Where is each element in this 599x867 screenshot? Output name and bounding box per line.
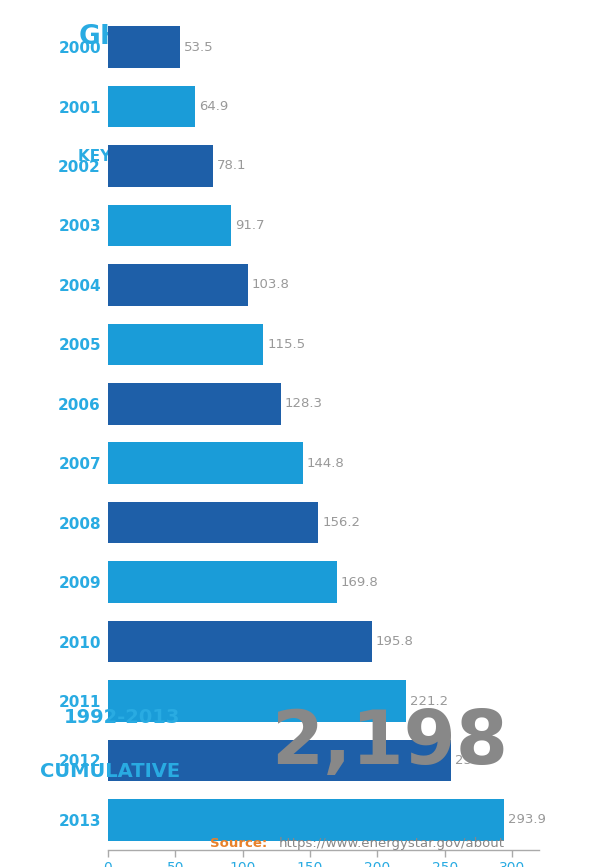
Bar: [108, 145, 213, 186]
Text: 144.8: 144.8: [307, 457, 345, 470]
Text: GHGS ADDRESSED: CO$_2$: GHGS ADDRESSED: CO$_2$: [144, 76, 455, 102]
Bar: [108, 26, 180, 68]
Text: 195.8: 195.8: [376, 636, 414, 648]
Bar: [108, 383, 281, 425]
Bar: [108, 681, 406, 722]
Text: 128.3: 128.3: [285, 397, 323, 410]
Bar: [108, 86, 195, 127]
Text: 156.2: 156.2: [322, 516, 361, 529]
Text: KEY SECTORS:: KEY SECTORS:: [78, 149, 201, 164]
Text: 115.5: 115.5: [268, 338, 305, 351]
Bar: [108, 264, 248, 306]
Text: Source:: Source:: [210, 837, 267, 850]
Text: 103.8: 103.8: [252, 278, 290, 291]
Text: 78.1: 78.1: [217, 160, 247, 173]
Bar: [108, 442, 303, 484]
Text: 2,198: 2,198: [271, 707, 508, 779]
Text: 1992-2013: 1992-2013: [63, 708, 180, 727]
Text: https://www.energystar.gov/about: https://www.energystar.gov/about: [279, 837, 504, 850]
Bar: [108, 621, 372, 662]
Bar: [108, 799, 504, 841]
Text: 53.5: 53.5: [184, 41, 214, 54]
Text: CUMULATIVE: CUMULATIVE: [40, 762, 180, 781]
Bar: [108, 205, 231, 246]
Text: 254.7: 254.7: [455, 754, 493, 767]
Text: 169.8: 169.8: [341, 576, 379, 589]
Text: 64.9: 64.9: [199, 100, 229, 113]
Bar: [108, 561, 337, 603]
Bar: [108, 323, 264, 365]
Text: Residential, Commercial, Industrial.: Residential, Commercial, Industrial.: [237, 149, 509, 164]
Bar: [108, 740, 451, 781]
Text: 91.7: 91.7: [235, 219, 265, 231]
Text: 293.9: 293.9: [508, 813, 546, 826]
Bar: [108, 502, 318, 544]
Text: GHG REDUCTIONS (MMTCO$_2$E): GHG REDUCTIONS (MMTCO$_2$E): [78, 23, 521, 51]
Text: 221.2: 221.2: [410, 694, 448, 707]
